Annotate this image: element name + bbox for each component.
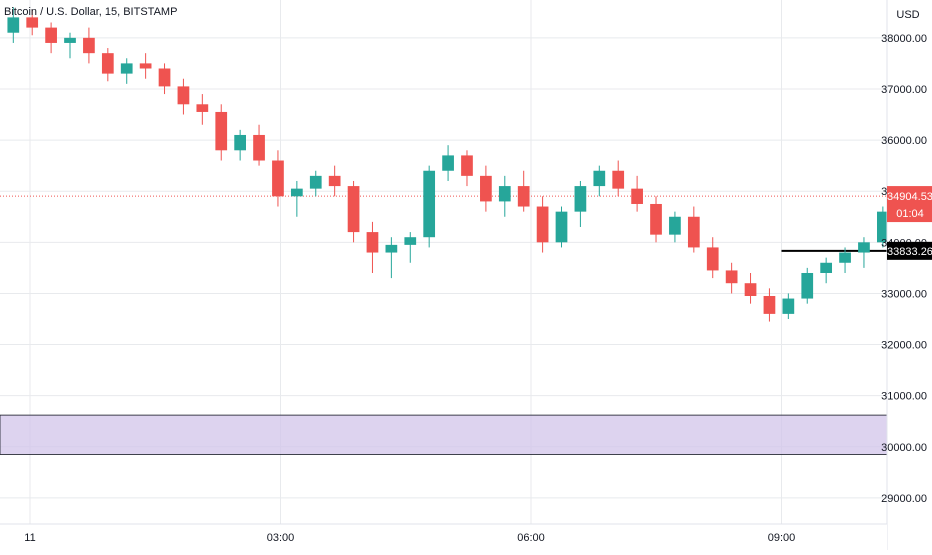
candle-body <box>120 63 133 74</box>
candle-body <box>612 170 625 189</box>
candle-body <box>177 86 190 105</box>
candle-body <box>498 186 511 202</box>
time-tick-label: 11 <box>24 532 35 544</box>
candle-body <box>7 17 20 33</box>
time-tick-label: 06:00 <box>517 532 545 544</box>
support-price-label: 33833.26 <box>887 246 932 258</box>
candle-body <box>215 111 228 151</box>
candle-body <box>139 63 152 69</box>
candle-body <box>650 203 662 235</box>
zone-rect <box>0 414 932 455</box>
current-price-tag <box>887 186 932 223</box>
candle-body <box>858 242 870 253</box>
candle-body <box>196 104 209 112</box>
price-tick-label: 30000.00 <box>881 442 927 454</box>
price-axis-bg <box>887 0 932 550</box>
candle-body <box>480 175 492 202</box>
candle-body <box>366 232 379 253</box>
candle-body <box>64 37 76 43</box>
time-tick-label: 09:00 <box>768 532 796 544</box>
candle-body <box>593 170 606 187</box>
candle-body <box>839 252 851 263</box>
candle-body <box>461 155 473 176</box>
candle-body <box>782 298 795 314</box>
time-tick-label: 03:00 <box>267 532 295 544</box>
price-tick-label: 29000.00 <box>881 493 927 505</box>
candle-body <box>706 247 719 271</box>
candles <box>7 7 927 322</box>
candle-body <box>309 175 322 189</box>
candle-body <box>744 283 757 296</box>
candle-body <box>45 27 57 43</box>
time-axis[interactable]: 1103:0006:0009:0012:0015:0018:0021:00120… <box>0 523 932 550</box>
time-axis-bg <box>0 524 887 550</box>
candle-body <box>404 237 417 245</box>
candle-body <box>234 134 247 151</box>
candle-body <box>725 270 738 284</box>
candle-body <box>631 188 643 204</box>
candle-body <box>158 68 171 87</box>
zones <box>0 118 932 455</box>
candle-body <box>83 37 95 54</box>
price-tick-label: 33000.00 <box>881 288 927 300</box>
chart-title: Bitcoin / U.S. Dollar, 15, BITSTAMP <box>4 6 178 18</box>
price-axis[interactable]: USD 29000.00 30000.00 31000.00 32000.00 33000… <box>881 0 932 550</box>
candle-body <box>272 160 284 197</box>
price-tick-label: 37000.00 <box>881 84 927 96</box>
currency-label: USD <box>896 9 919 21</box>
candle-body <box>385 244 398 253</box>
candle-body <box>555 211 568 243</box>
candle-body <box>574 186 587 212</box>
candle-body <box>328 175 341 187</box>
candle-body <box>290 188 303 197</box>
candle-body <box>820 262 833 273</box>
candle-body <box>536 206 549 243</box>
candle-body <box>763 295 776 314</box>
price-tick-label: 32000.00 <box>881 340 927 352</box>
candle-body <box>101 53 114 74</box>
candle-body <box>26 17 39 28</box>
current-price-label: 34904.53 <box>887 191 932 203</box>
price-tick-label: 36000.00 <box>881 135 927 147</box>
support-price-tag <box>887 241 932 260</box>
candle-body <box>253 134 265 161</box>
candle-body <box>347 186 360 233</box>
countdown-timer: 01:04 <box>896 208 924 220</box>
candle-body <box>669 216 681 235</box>
candle-body <box>517 186 530 207</box>
candle-body <box>442 155 454 171</box>
price-tick-label: 38000.00 <box>881 33 927 45</box>
candle-body <box>423 170 436 238</box>
candle-body <box>687 216 700 248</box>
candle-body <box>876 211 889 243</box>
price-tick-label: 31000.00 <box>881 391 927 403</box>
candle-body <box>801 272 814 299</box>
